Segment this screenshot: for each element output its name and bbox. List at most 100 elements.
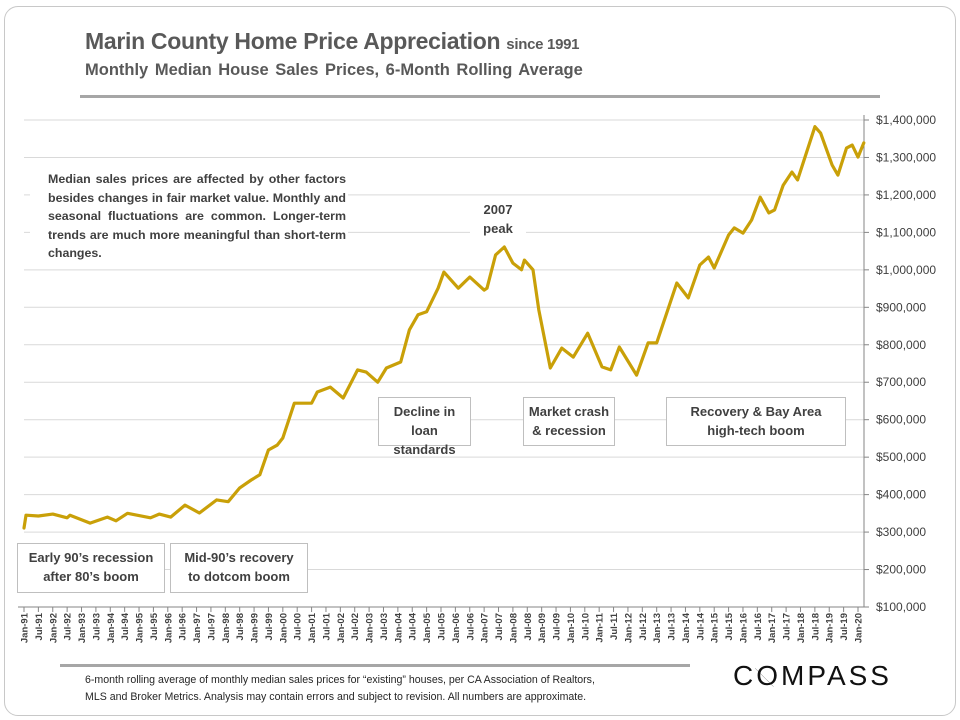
x-tick-label: Jan-08 — [508, 613, 519, 643]
x-tick-label: Jul-09 — [552, 613, 563, 640]
x-tick-label: Jul-12 — [638, 613, 649, 640]
annotation-line: Mid-90’s recovery — [184, 550, 294, 565]
peak-year: 2007 — [483, 202, 513, 217]
annotation-decline: Decline in loan standards — [378, 397, 471, 457]
x-tick-label: Jul-00 — [293, 613, 304, 640]
x-tick-label: Jan-09 — [537, 613, 548, 643]
x-tick-label: Jul-02 — [350, 613, 361, 640]
x-tick-label: Jan-98 — [221, 613, 232, 643]
annotation-line: standards — [393, 442, 456, 457]
annotation-recovery: Recovery & Bay Area high-tech boom — [666, 397, 846, 446]
chart-title: Marin County Home Price Appreciation sin… — [85, 28, 580, 55]
x-tick-label: Jul-19 — [839, 613, 850, 640]
x-tick-label: Jul-06 — [465, 613, 476, 640]
y-tick-label: $1,100,000 — [876, 225, 936, 239]
x-tick-label: Jul-07 — [494, 613, 505, 640]
title-suffix: since 1991 — [506, 36, 580, 53]
x-tick-label: Jan-02 — [336, 613, 347, 643]
explanatory-note: Median sales prices are affected by othe… — [30, 166, 348, 269]
footnote: 6-month rolling average of monthly media… — [85, 672, 595, 706]
x-tick-label: Jul-04 — [408, 612, 419, 640]
x-tick-label: Jan-07 — [480, 613, 491, 643]
x-tick-label: Jan-04 — [393, 612, 404, 643]
x-tick-label: Jan-97 — [192, 613, 203, 643]
x-tick-label: Jan-18 — [796, 613, 807, 643]
annotation-line: high-tech boom — [707, 423, 805, 438]
x-tick-label: Jan-94 — [106, 612, 117, 643]
x-tick-label: Jul-08 — [523, 613, 534, 640]
x-tick-label: Jan-92 — [48, 613, 59, 643]
y-tick-label: $1,000,000 — [876, 263, 936, 277]
slide-frame — [4, 6, 956, 716]
x-tick-label: Jul-17 — [782, 613, 793, 640]
compass-logo: CO | MPASS — [733, 660, 892, 691]
x-tick-label: Jul-18 — [810, 613, 821, 640]
x-tick-label: Jul-91 — [34, 612, 45, 640]
x-tick-label: Jan-10 — [566, 613, 577, 643]
annotation-line: Early 90’s recession — [28, 550, 154, 565]
annotation-line: Market crash — [528, 404, 610, 419]
x-tick-label: Jul-98 — [235, 613, 246, 640]
x-tick-label: Jul-16 — [753, 613, 764, 640]
x-tick-label: Jan-00 — [278, 613, 289, 643]
annotation-early-90s: Early 90’s recession after 80’s boom — [17, 543, 165, 593]
x-tick-label: Jul-93 — [91, 613, 102, 640]
title-main: Marin County Home Price Appreciation — [85, 28, 501, 54]
x-tick-label: Jul-01 — [321, 612, 332, 640]
y-tick-label: $400,000 — [876, 488, 926, 502]
x-tick-label: Jul-14 — [695, 612, 706, 640]
x-tick-label: Jul-95 — [149, 612, 160, 640]
annotation-crash: Market crash & recession — [523, 397, 615, 446]
x-tick-label: Jul-10 — [580, 613, 591, 640]
x-tick-label: Jan-14 — [681, 612, 692, 643]
x-tick-label: Jul-96 — [178, 613, 189, 640]
y-tick-label: $200,000 — [876, 563, 926, 577]
price-line — [22, 125, 866, 530]
x-tick-label: Jan-99 — [250, 613, 261, 643]
x-tick-label: Jul-15 — [724, 612, 735, 640]
footnote-line: MLS and Broker Metrics. Analysis may con… — [85, 691, 587, 703]
footnote-divider — [60, 664, 690, 667]
x-tick-label: Jan-01 — [307, 612, 318, 643]
y-tick-label: $900,000 — [876, 300, 926, 314]
y-tick-label: $700,000 — [876, 375, 926, 389]
x-tick-label: Jan-16 — [738, 613, 749, 643]
x-tick-label: Jan-11 — [595, 612, 606, 642]
annotation-line: Recovery & Bay Area — [690, 404, 822, 419]
y-tick-label: $800,000 — [876, 338, 926, 352]
x-tick-label: Jan-12 — [623, 613, 634, 643]
peak-annotation: 2007 peak — [470, 200, 526, 238]
y-tick-label: $1,200,000 — [876, 188, 936, 202]
x-tick-label: Jan-93 — [77, 613, 88, 643]
y-tick-label: $600,000 — [876, 413, 926, 427]
y-tick-label: $300,000 — [876, 525, 926, 539]
x-tick-label: Jul-05 — [437, 612, 448, 640]
x-tick-label: Jul-03 — [379, 613, 390, 640]
x-tick-label: Jul-11 — [609, 612, 620, 640]
x-tick-label: Jan-96 — [163, 613, 174, 643]
y-tick-label: $100,000 — [876, 600, 926, 614]
x-tick-label: Jul-97 — [206, 613, 217, 640]
y-tick-label: $1,300,000 — [876, 150, 936, 164]
x-tick-label: Jul-99 — [264, 613, 275, 640]
x-tick-label: Jan-15 — [710, 612, 721, 643]
y-tick-label: $500,000 — [876, 450, 926, 464]
x-tick-label: Jul-94 — [120, 612, 131, 640]
annotation-line: after 80’s boom — [43, 569, 139, 584]
x-tick-label: Jan-91 — [20, 612, 31, 643]
annotation-line: & recession — [532, 423, 606, 438]
peak-label: peak — [483, 221, 513, 236]
annotation-line: Decline in loan — [393, 404, 456, 438]
annotation-mid-90s: Mid-90’s recovery to dotcom boom — [170, 543, 308, 593]
x-tick-label: Jan-17 — [767, 613, 778, 643]
x-tick-label: Jul-13 — [667, 613, 678, 640]
x-tick-label: Jan-05 — [422, 612, 433, 643]
chart-subtitle: Monthly Median House Sales Prices, 6-Mon… — [85, 61, 583, 79]
x-tick-label: Jan-03 — [365, 613, 376, 643]
x-tick-label: Jan-19 — [825, 613, 836, 643]
x-tick-label: Jan-20 — [854, 613, 865, 643]
x-tick-label: Jan-13 — [652, 613, 663, 643]
annotation-line: to dotcom boom — [188, 569, 290, 584]
x-tick-label: Jan-06 — [451, 613, 462, 643]
